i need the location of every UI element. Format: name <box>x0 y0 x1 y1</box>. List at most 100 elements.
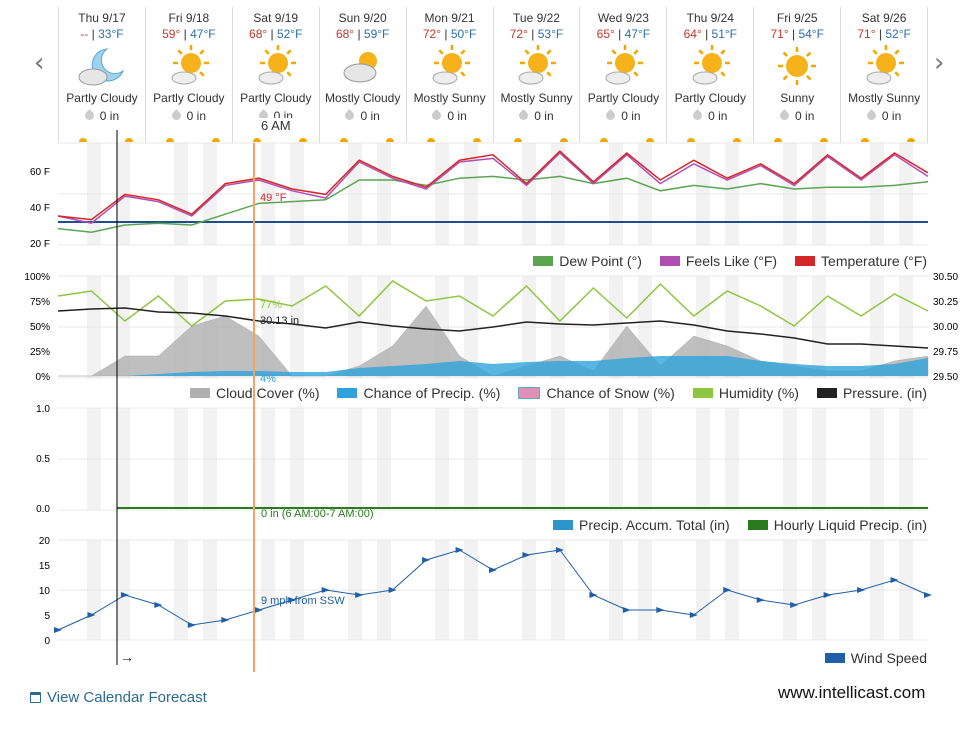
sunset-icon <box>211 138 220 142</box>
day-column[interactable]: Sat 9/26 71° | 52°F Mostly Sunny 0 in <box>840 7 929 143</box>
day-condition: Partly Cloudy <box>674 91 746 105</box>
day-temps: 71° | 52°F <box>857 27 911 41</box>
temp-legend[interactable]: Dew Point (°) Feels Like (°F) Temperatur… <box>533 253 927 269</box>
daily-forecast-strip: Thu 9/17 -- | 33°F Partly Cloudy 0 in Fr… <box>58 7 929 143</box>
sunrise-icon <box>861 138 870 142</box>
day-column[interactable]: Thu 9/24 64° | 51°F Partly Cloudy 0 in <box>666 7 753 143</box>
day-column[interactable]: Thu 9/17 -- | 33°F Partly Cloudy 0 in <box>58 7 145 143</box>
day-precip: 0 in <box>494 109 580 123</box>
day-temps: 72° | 53°F <box>509 27 564 41</box>
wind-arrow-mark <box>790 602 799 608</box>
sun-cloud-icon <box>685 45 735 87</box>
day-date: Mon 9/21 <box>424 11 475 25</box>
sunrise-icon <box>252 138 261 142</box>
day-column[interactable]: Fri 9/25 71° | 54°F Sunny 0 in <box>753 7 840 143</box>
day-condition: Sunny <box>780 91 815 105</box>
sunrise-icon <box>339 138 348 142</box>
day-date: Thu 9/24 <box>686 11 734 25</box>
wind-direction-arrow: → <box>120 649 134 665</box>
legend-precip-accum[interactable]: Precip. Accum. Total (in) <box>553 517 730 533</box>
pressure-hover-label: 30.13 in <box>260 315 299 327</box>
day-precip: 0 in <box>667 109 753 123</box>
wind-arrow-mark <box>120 592 129 598</box>
day-temps: 64° | 51°F <box>683 27 738 41</box>
legend-chance-precip[interactable]: Chance of Precip. (%) <box>337 385 500 401</box>
legend-chance-snow[interactable]: Chance of Snow (%) <box>518 385 675 401</box>
wind-arrow-mark <box>622 607 631 613</box>
day-temps: 72° | 50°F <box>422 27 477 41</box>
atmos-legend[interactable]: Cloud Cover (%) Chance of Precip. (%) Ch… <box>190 385 927 401</box>
temp-hover-label: 49 °F <box>260 192 287 204</box>
day-precip: 0 in <box>580 109 666 123</box>
wind-arrow-mark <box>857 587 866 593</box>
wind-arrow-mark <box>924 592 932 598</box>
wind-arrow-mark <box>355 592 364 598</box>
sunrise-icon <box>513 138 522 142</box>
legend-temperature[interactable]: Temperature (°F) <box>795 253 927 269</box>
ytick: 0.5 <box>36 454 50 465</box>
day-condition: Mostly Sunny <box>413 91 486 105</box>
legend-feels-like[interactable]: Feels Like (°F) <box>659 253 777 269</box>
precip-legend[interactable]: Precip. Accum. Total (in) Hourly Liquid … <box>553 517 927 533</box>
sunset-icon <box>125 138 133 142</box>
legend-dew-point[interactable]: Dew Point (°) <box>533 253 642 269</box>
day-column[interactable]: Sun 9/20 68° | 59°F Mostly Cloudy 0 in <box>318 7 406 143</box>
wind-arrow-mark <box>723 587 732 593</box>
day-column[interactable]: Sat 9/19 68° | 52°F Partly Cloudy 0 in <box>231 7 319 143</box>
legend-pressure[interactable]: Pressure. (in) <box>816 385 927 401</box>
cloud-sun-icon <box>338 45 388 87</box>
ytick: 1.0 <box>36 404 50 415</box>
sunrise-icon <box>79 138 87 142</box>
day-precip: 0 in <box>146 109 232 123</box>
sunrise-icon <box>774 138 783 142</box>
sun-cloud-icon <box>164 45 214 87</box>
forecast-charts[interactable]: 60 F 40 F 20 F 49 °F 100% 75% 50% 25% 0%… <box>0 0 979 680</box>
sun-cloud-icon <box>859 45 909 87</box>
next-arrow-icon[interactable]: › <box>934 48 945 78</box>
wind-arrow-mark <box>87 612 96 618</box>
day-temps: 71° | 54°F <box>770 27 824 41</box>
sun-cloud-icon <box>251 45 301 87</box>
moon-cloud-icon <box>77 45 127 87</box>
prev-arrow-icon[interactable]: ‹ <box>34 48 45 78</box>
sunset-icon <box>298 138 307 142</box>
wind-arrow-mark <box>154 602 163 608</box>
sun-cloud-icon <box>511 45 561 87</box>
ytick: 20 F <box>30 239 50 250</box>
sunset-icon <box>646 138 655 142</box>
day-condition: Mostly Cloudy <box>324 91 401 105</box>
legend-hourly-precip[interactable]: Hourly Liquid Precip. (in) <box>747 517 927 533</box>
legend-wind-speed[interactable]: Wind Speed <box>824 650 927 666</box>
ytick: 25% <box>30 347 50 358</box>
day-condition: Partly Cloudy <box>240 91 312 105</box>
day-precip: 0 in <box>320 109 406 123</box>
day-column[interactable]: Tue 9/22 72° | 53°F Mostly Sunny 0 in <box>492 7 580 143</box>
wind-legend[interactable]: Wind Speed <box>824 650 927 666</box>
legend-cloud-cover[interactable]: Cloud Cover (%) <box>190 385 319 401</box>
legend-humidity[interactable]: Humidity (%) <box>692 385 799 401</box>
day-date: Thu 9/17 <box>78 11 126 25</box>
sunset-icon <box>385 138 394 142</box>
precip-chart: 1.0 0.5 0.0 0 in (6 AM:00-7 AM:00) <box>36 404 928 520</box>
day-date: Fri 9/18 <box>168 11 210 25</box>
day-temps: 68° | 59°F <box>335 27 390 41</box>
day-precip: 0 in <box>841 109 927 123</box>
wind-arrow-mark <box>455 547 464 553</box>
sunrise-icon <box>600 138 609 142</box>
view-calendar-link[interactable]: View Calendar Forecast <box>30 689 207 706</box>
day-temps: 65° | 47°F <box>596 27 651 41</box>
wind-arrow-mark <box>890 577 899 583</box>
day-date: Sat 9/19 <box>253 11 299 25</box>
ytick: 0 <box>44 636 50 647</box>
ytick: 5 <box>44 611 50 622</box>
atmosphere-chart: 100% 75% 50% 25% 0% 30.50 30.25 30.00 29… <box>24 272 958 385</box>
day-column[interactable]: Mon 9/21 72° | 50°F Mostly Sunny 0 in <box>405 7 493 143</box>
sunset-icon <box>733 138 742 142</box>
day-date: Fri 9/25 <box>776 11 818 25</box>
day-column[interactable]: Wed 9/23 65° | 47°F Partly Cloudy 0 in <box>579 7 666 143</box>
wind-arrow-mark <box>221 617 230 623</box>
sunrise-icon <box>426 138 435 142</box>
sun-cloud-icon <box>425 45 475 87</box>
day-column[interactable]: Fri 9/18 59° | 47°F Partly Cloudy 0 in <box>144 7 232 143</box>
precip-hover-label: 0 in (6 AM:00-7 AM:00) <box>261 508 374 520</box>
